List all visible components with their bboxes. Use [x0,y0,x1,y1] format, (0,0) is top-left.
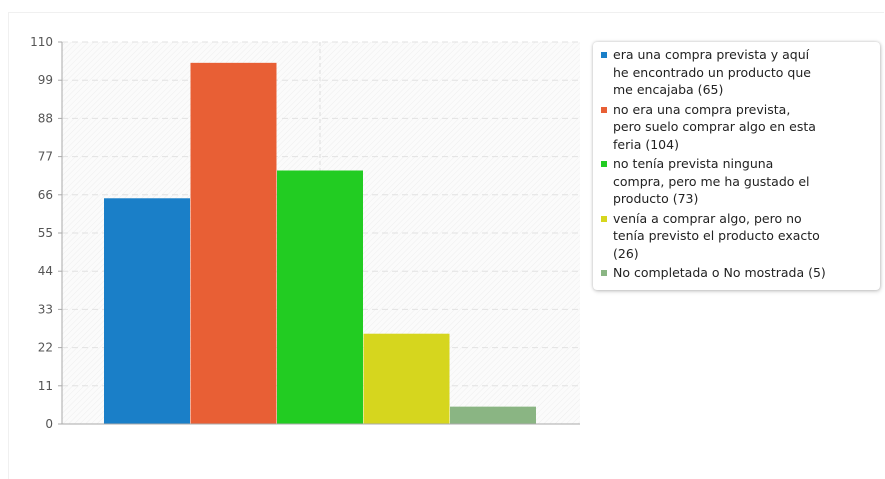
legend-label: no era una compra prevista, pero suelo c… [613,101,816,152]
bar-3[interactable] [277,170,363,424]
y-tick-label: 0 [45,417,53,431]
legend-label: No completada o No mostrada (5) [613,265,826,280]
y-tick-label: 11 [38,379,53,393]
chart-legend: era una compra prevista y aquí he encont… [593,42,880,290]
y-tick-label: 33 [38,302,53,316]
y-tick-label: 77 [38,150,53,164]
legend-item[interactable]: No completada o No mostrada (5) [601,264,872,282]
y-tick-label: 88 [38,111,53,125]
legend-swatch [601,270,607,276]
bars [104,62,536,424]
legend-item[interactable]: no era una compra prevista, pero suelo c… [601,101,872,154]
y-tick-label: 66 [38,188,53,202]
grid-lines [62,41,580,387]
legend-item[interactable]: venía a comprar algo, pero no tenía prev… [601,210,872,263]
legend-item[interactable]: no tenía prevista ninguna compra, pero m… [601,155,872,208]
bar-1[interactable] [104,198,190,424]
legend-item[interactable]: era una compra prevista y aquí he encont… [601,46,872,99]
legend-swatch [601,106,607,113]
legend-swatch [601,215,607,222]
legend-label: venía a comprar algo, pero no tenía prev… [613,210,820,261]
bar-2[interactable] [190,62,277,424]
legend-label: no tenía prevista ninguna compra, pero m… [613,156,810,206]
y-tick-label: 22 [38,341,53,355]
legend-swatch [601,52,607,58]
bar-4[interactable] [363,333,450,424]
y-tick-label: 110 [30,35,53,49]
legend-swatch [601,161,607,167]
y-axis-ticks: 0 11 22 33 44 55 66 77 88 99 110 [30,35,62,431]
y-tick-label: 55 [38,226,53,240]
y-tick-label: 44 [38,264,53,278]
bar-5[interactable] [450,406,536,424]
y-tick-label: 99 [38,73,53,87]
legend-label: era una compra prevista y aquí he encont… [613,47,811,97]
